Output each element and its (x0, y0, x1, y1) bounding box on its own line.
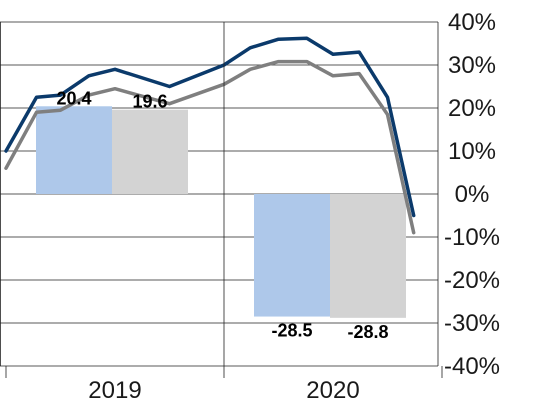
bar-data-label: 19.6 (132, 92, 167, 112)
y-tick-label: 40% (448, 9, 496, 36)
axes: 40% 30% 20% 10% 0% -10% -20% -30% -40% 2019 2020 (0, 9, 500, 404)
y-tick-label: -20% (444, 267, 500, 294)
y-tick-label: -10% (444, 224, 500, 251)
series-line (4, 59, 416, 235)
data-labels: 20.4 -28.5 19.6 -28.8 (56, 88, 388, 342)
lines (4, 36, 416, 235)
bar-data-label: 20.4 (56, 88, 91, 108)
bar (36, 106, 112, 194)
x-category-label: 2020 (306, 377, 359, 404)
bar-data-label: -28.8 (347, 322, 388, 342)
y-tick-label: -40% (444, 353, 500, 380)
bars (36, 106, 406, 318)
x-category-label: 2019 (88, 377, 141, 404)
y-tick-label: 10% (448, 138, 496, 165)
bar (330, 194, 406, 318)
y-tick-label: 30% (448, 52, 496, 79)
bar-data-label: -28.5 (271, 321, 312, 341)
bar (112, 109, 188, 194)
bar (254, 194, 330, 317)
y-tick-label: -30% (444, 310, 500, 337)
series-line (4, 36, 416, 218)
y-tick-label: 20% (448, 95, 496, 122)
y-tick-label: 0% (455, 181, 490, 208)
